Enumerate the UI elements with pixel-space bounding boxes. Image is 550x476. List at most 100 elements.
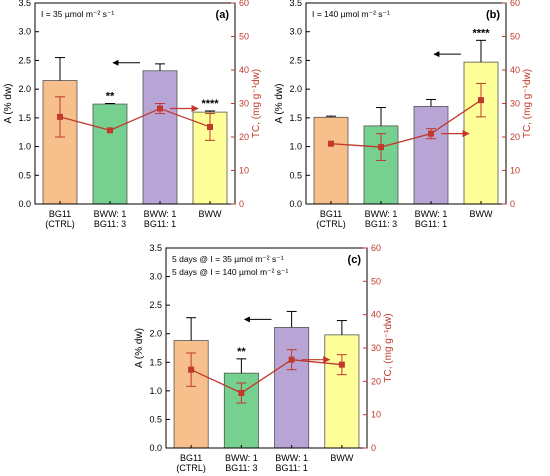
x-tick-label: BWW: 1 [365, 209, 398, 219]
y2-axis-title: TC, (mg g⁻¹dw) [251, 69, 262, 138]
y2-tick-label: 20 [510, 132, 520, 142]
y-axis-title: A (% dw) [274, 83, 285, 123]
x-tick-label: BWW: 1 [94, 209, 127, 219]
bar-3 [274, 327, 310, 449]
significance-2: ** [237, 346, 246, 358]
y-tick-label: 0.5 [18, 170, 31, 180]
y2-axis-title: TC, (mg g⁻¹dw) [383, 313, 394, 382]
y-tick-label: 0.5 [149, 414, 162, 424]
bar-2 [92, 103, 128, 205]
tc-point-1 [328, 140, 334, 147]
y2-tick-label: 20 [239, 132, 249, 142]
y2-tick-label: 50 [239, 32, 249, 42]
y-tick-label: 3.0 [149, 272, 162, 282]
y2-tick-label: 40 [510, 65, 520, 75]
y-tick-label: 1.0 [149, 386, 162, 396]
y-tick-label: 1.0 [289, 142, 302, 152]
chart-panel-3: ** 0.0 0.5 1.0 1.5 2.0 2.5 3.0 3.5 0 10 20 30 40 50 60 B… [134, 243, 394, 473]
condition-text: 5 days @ I = 35 µmol m⁻² s⁻¹ [172, 254, 284, 264]
y2-tick-label: 30 [510, 99, 520, 109]
x-tick-label: BWW: 1 [144, 209, 177, 219]
y-tick-label: 2.0 [18, 84, 31, 94]
x-tick-label: (CTRL) [45, 219, 75, 229]
x-tick-label: BWW [470, 209, 493, 219]
y-tick-label: 2.0 [289, 84, 302, 94]
panel-label: (a) [216, 9, 230, 21]
significance-4: **** [472, 27, 490, 39]
y2-tick-label: 0 [239, 199, 244, 209]
chart-panel-1: ******0.00.51.01.52.02.53.03.50102030405… [3, 0, 262, 229]
tc-point-3 [428, 130, 434, 137]
condition-text: 5 days @ I = 140 µmol m⁻² s⁻¹ [172, 267, 288, 277]
y-tick-label: 1.5 [149, 357, 162, 367]
tc-point-3 [288, 356, 295, 363]
y-tick-label: 2.5 [149, 300, 162, 310]
y-tick-label: 1.5 [289, 113, 302, 123]
y-tick-label: 3.5 [18, 0, 31, 8]
y-tick-label: 3.0 [289, 27, 302, 37]
tc-point-4 [338, 361, 345, 368]
x-tick-label: BG11: 1 [275, 463, 307, 473]
y2-tick-label: 60 [510, 0, 520, 8]
y2-tick-label: 30 [371, 343, 381, 353]
y2-tick-label: 0 [371, 443, 376, 453]
x-tick-label: (CTRL) [316, 219, 346, 229]
y2-tick-label: 10 [371, 410, 381, 420]
panel-label: (c) [348, 254, 362, 266]
y2-tick-label: 40 [239, 65, 249, 75]
x-tick-label: BWW [330, 453, 353, 463]
x-tick-label: BG11: 3 [225, 463, 257, 473]
x-tick-label: BG11 [49, 209, 71, 219]
tc-point-1 [188, 366, 195, 373]
tc-line [190, 358, 342, 394]
condition-text: I = 140 µmol m⁻² s⁻¹ [312, 9, 390, 19]
x-tick-label: BG11: 3 [94, 219, 126, 229]
y-axis-title: A (% dw) [3, 83, 14, 123]
y-tick-label: 2.0 [149, 329, 162, 339]
tc-point-3 [157, 105, 163, 112]
x-tick-label: BWW: 1 [275, 453, 308, 463]
bar-1 [313, 116, 349, 205]
y-tick-label: 0.5 [289, 170, 302, 180]
x-tick-label: BG11 [180, 453, 202, 463]
y2-tick-label: 0 [510, 199, 515, 209]
y2-tick-label: 60 [239, 0, 249, 8]
tc-line [59, 107, 211, 131]
tc-line [330, 99, 482, 148]
tc-point-2 [107, 127, 113, 134]
y2-tick-label: 50 [510, 32, 520, 42]
y-tick-label: 3.5 [149, 243, 162, 253]
y2-tick-label: 10 [510, 166, 520, 176]
y-axis-title: A (% dw) [134, 328, 145, 368]
y-tick-label: 1.0 [18, 142, 31, 152]
bar-3 [413, 105, 449, 205]
x-tick-label: BG11: 1 [415, 219, 447, 229]
y-tick-label: 3.0 [18, 27, 31, 37]
bar-3 [142, 70, 178, 205]
x-tick-label: BWW [199, 209, 222, 219]
x-tick-label: BG11: 3 [365, 219, 397, 229]
significance-4: **** [201, 98, 219, 110]
x-tick-label: BG11 [320, 209, 342, 219]
x-tick-label: BWW: 1 [415, 209, 448, 219]
tc-point-2 [378, 144, 384, 151]
y-tick-label: 3.5 [289, 0, 302, 8]
tc-point-2 [238, 390, 245, 396]
bar-4 [324, 334, 360, 449]
y2-tick-label: 30 [239, 99, 249, 109]
significance-2: ** [106, 91, 115, 103]
y-tick-label: 0.0 [18, 199, 31, 209]
y-tick-label: 2.5 [289, 55, 302, 65]
y2-tick-label: 20 [371, 376, 381, 386]
y-tick-label: 0.0 [149, 443, 162, 453]
y2-tick-label: 40 [371, 310, 381, 320]
y2-axis-title: TC, (mg g⁻¹dw) [522, 69, 533, 138]
chart-panel-2: **** 0.0 0.5 1.0 1.5 2.0 2.5 3.0 3.5 0 10 20 30 40 50 6… [274, 0, 533, 229]
y-tick-label: 0.0 [289, 199, 302, 209]
x-tick-label: (CTRL) [176, 463, 206, 473]
y2-tick-label: 10 [239, 166, 249, 176]
y-tick-label: 2.5 [18, 55, 31, 65]
condition-text: I = 35 µmol m⁻² s⁻¹ [41, 9, 114, 19]
y2-tick-label: 60 [371, 243, 381, 253]
